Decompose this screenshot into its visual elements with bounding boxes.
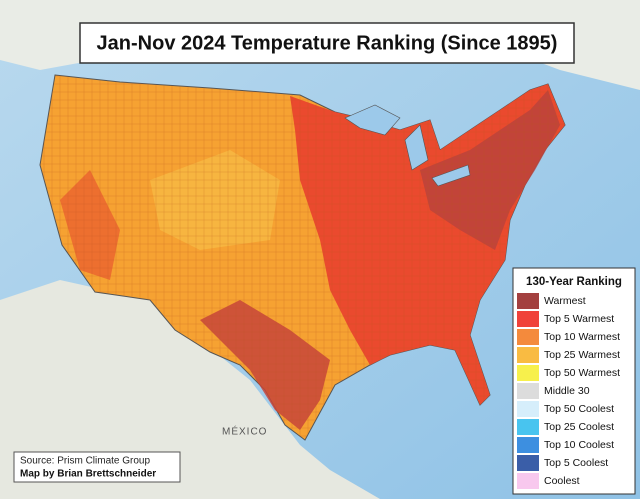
mexico-land xyxy=(0,280,380,499)
legend: 130-Year Ranking Warmest Top 5 Warmest Top… xyxy=(512,267,636,495)
legend-label: Warmest xyxy=(544,295,586,307)
title-box xyxy=(79,22,575,64)
legend-title: 130-Year Ranking xyxy=(526,276,622,288)
source-box xyxy=(13,451,181,483)
credit-text: Map by Brian Brettschneider xyxy=(20,469,156,480)
legend-label: Top 10 Coolest xyxy=(544,439,614,451)
legend-label: Top 25 Coolest xyxy=(544,421,614,433)
great-lakes xyxy=(344,104,471,187)
country-label: MÉXICO xyxy=(222,425,267,438)
legend-swatch xyxy=(517,347,539,363)
legend-swatch xyxy=(517,437,539,453)
legend-swatch xyxy=(517,293,539,309)
legend-label: Top 50 Coolest xyxy=(544,403,614,415)
source-text: Source: Prism Climate Group xyxy=(20,456,150,467)
legend-label: Coolest xyxy=(544,475,580,487)
legend-swatch xyxy=(517,311,539,327)
legend-swatch xyxy=(517,473,539,489)
legend-swatch xyxy=(517,329,539,345)
legend-swatch xyxy=(517,419,539,435)
county-lines xyxy=(40,75,565,440)
legend-swatch xyxy=(517,455,539,471)
legend-label: Top 25 Warmest xyxy=(544,349,620,361)
legend-label: Top 5 Coolest xyxy=(544,457,608,469)
legend-label: Top 5 Warmest xyxy=(544,313,614,325)
legend-swatch xyxy=(517,383,539,399)
legend-swatch xyxy=(517,365,539,381)
legend-swatch xyxy=(517,401,539,417)
legend-label: Top 50 Warmest xyxy=(544,367,620,379)
legend-label: Middle 30 xyxy=(544,385,590,397)
legend-label: Top 10 Warmest xyxy=(544,331,620,343)
map-title: Jan-Nov 2024 Temperature Ranking (Since … xyxy=(97,32,558,54)
